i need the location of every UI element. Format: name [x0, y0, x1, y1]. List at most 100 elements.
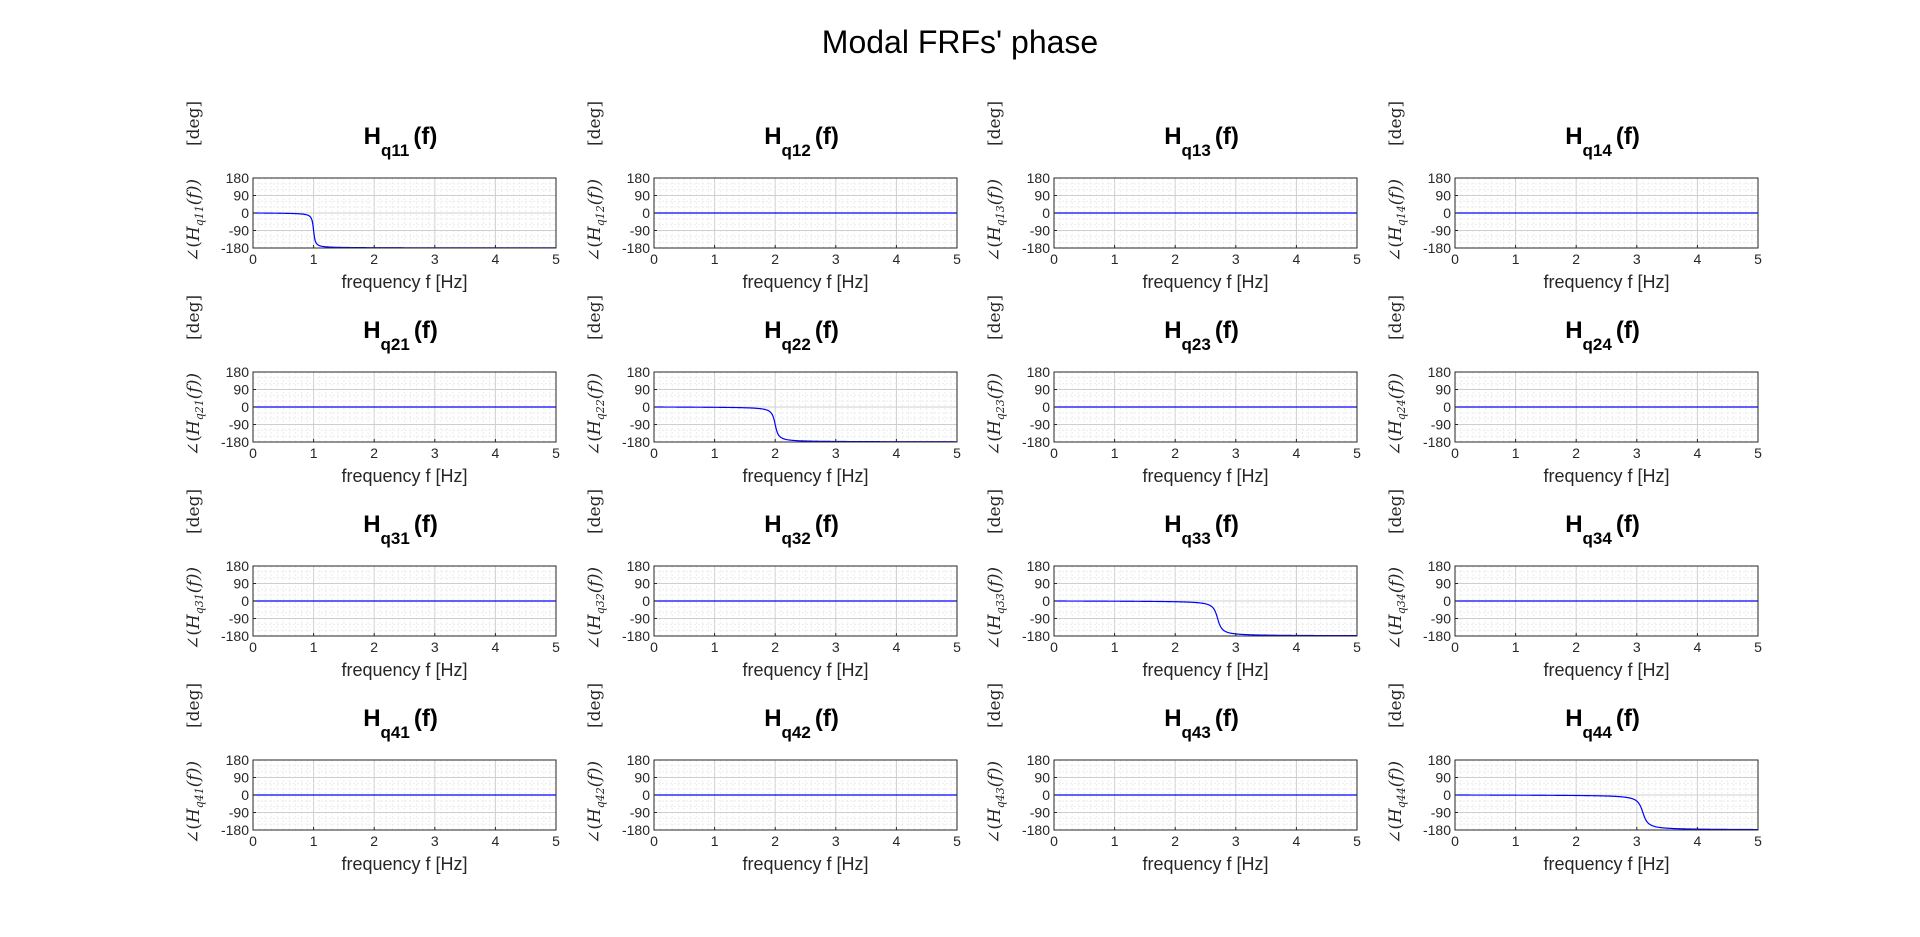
y-tick-label: 180	[1428, 364, 1452, 380]
title-subscript: q34	[1583, 529, 1613, 548]
x-axis-label: frequency f [Hz]	[742, 466, 868, 486]
y-tick-label: 0	[1042, 205, 1050, 221]
x-tick-label: 0	[1451, 445, 1459, 461]
x-tick-label: 0	[249, 445, 257, 461]
x-tick-label: 0	[1451, 833, 1459, 849]
x-axis-label: frequency f [Hz]	[1543, 272, 1669, 292]
y-axis-label-text: ∠(Hq34(f))	[1386, 567, 1408, 650]
y-tick-label: 180	[1428, 558, 1452, 574]
y-axis-unit: [deg]	[985, 101, 1005, 146]
y-axis-label: ∠(Hq34(f)) [deg]	[1386, 489, 1408, 650]
x-tick-label: 1	[310, 251, 318, 267]
x-tick-label: 1	[1512, 445, 1520, 461]
x-tick-label: 3	[832, 639, 840, 655]
x-tick-label: 4	[893, 445, 901, 461]
y-tick-label: 90	[233, 382, 249, 398]
title-subscript: q21	[381, 335, 410, 354]
subplot-title: Hq21(f)	[363, 317, 438, 354]
x-tick-label: 1	[1512, 639, 1520, 655]
y-axis-label: ∠(Hq43(f)) [deg]	[985, 683, 1007, 844]
y-label-f: (f))	[985, 179, 1005, 205]
y-axis-label-text: ∠(Hq21(f))	[184, 373, 206, 456]
x-axis-label: frequency f [Hz]	[1543, 854, 1669, 874]
y-tick-label: -90	[1030, 611, 1050, 627]
y-tick-label: -180	[1423, 822, 1451, 838]
x-tick-label: 1	[711, 639, 719, 655]
y-label-f: (f))	[585, 179, 605, 205]
y-label-subscript: q43	[994, 787, 1007, 808]
title-suffix: (f)	[815, 705, 839, 732]
x-tick-label: 1	[711, 833, 719, 849]
x-axis-label: frequency f [Hz]	[341, 272, 467, 292]
x-tick-label: 5	[953, 639, 961, 655]
title-main: H	[1565, 705, 1582, 732]
y-axis-label-text: ∠(Hq31(f))	[184, 567, 206, 650]
y-axis-unit: [deg]	[585, 295, 605, 340]
title-main: H	[764, 317, 781, 344]
y-tick-label: -180	[221, 240, 249, 256]
x-axis-label: frequency f [Hz]	[1142, 272, 1268, 292]
x-tick-label: 2	[771, 639, 779, 655]
subplot-title: Hq34(f)	[1565, 511, 1640, 548]
title-subscript: q42	[782, 723, 811, 742]
y-label-f: (f))	[585, 373, 605, 399]
y-label-subscript: q12	[594, 205, 607, 226]
y-axis-label: ∠(Hq11(f)) [deg]	[184, 101, 206, 262]
x-tick-label: 5	[953, 445, 961, 461]
x-tick-label: 0	[1050, 445, 1058, 461]
y-tick-label: -90	[630, 611, 650, 627]
x-tick-label: 5	[1353, 833, 1361, 849]
y-axis-label: ∠(Hq13(f)) [deg]	[985, 101, 1007, 262]
y-axis-unit: [deg]	[1386, 683, 1406, 728]
y-label-angle: ∠(	[184, 241, 204, 262]
x-tick-label: 3	[832, 833, 840, 849]
x-tick-label: 5	[1353, 445, 1361, 461]
x-tick-label: 2	[370, 251, 378, 267]
x-tick-label: 2	[1572, 445, 1580, 461]
x-tick-label: 3	[431, 639, 439, 655]
title-suffix: (f)	[413, 123, 437, 150]
y-label-f: (f))	[585, 567, 605, 593]
subplot-title: Hq33(f)	[1164, 511, 1239, 548]
subplot-title: Hq23(f)	[1164, 317, 1239, 354]
y-tick-label: 90	[233, 576, 249, 592]
x-tick-label: 1	[310, 833, 318, 849]
y-axis-unit: [deg]	[184, 101, 204, 146]
y-label-subscript: q24	[1395, 399, 1408, 420]
y-label-f: (f))	[985, 567, 1005, 593]
y-label-H: H	[585, 807, 605, 824]
x-axis-label: frequency f [Hz]	[742, 272, 868, 292]
y-tick-label: 180	[226, 170, 250, 186]
x-tick-label: 3	[431, 445, 439, 461]
x-tick-label: 0	[650, 251, 658, 267]
y-tick-label: 0	[1443, 399, 1451, 415]
title-main: H	[1164, 511, 1181, 538]
subplot-title: Hq41(f)	[363, 705, 438, 742]
y-axis-unit: [deg]	[1386, 489, 1406, 534]
x-tick-label: 3	[1232, 833, 1240, 849]
y-label-H: H	[585, 419, 605, 436]
title-suffix: (f)	[1215, 123, 1239, 150]
y-tick-label: 180	[627, 364, 651, 380]
x-tick-label: 2	[370, 833, 378, 849]
title-suffix: (f)	[414, 705, 438, 732]
x-tick-label: 3	[1633, 639, 1641, 655]
title-main: H	[764, 511, 781, 538]
x-axis-label: frequency f [Hz]	[1543, 466, 1669, 486]
x-tick-label: 4	[1293, 639, 1301, 655]
y-tick-label: -90	[229, 611, 249, 627]
x-tick-label: 0	[1050, 833, 1058, 849]
y-axis-label-text: ∠(Hq44(f))	[1386, 761, 1408, 844]
x-tick-label: 5	[1353, 251, 1361, 267]
title-subscript: q22	[782, 335, 811, 354]
title-subscript: q31	[381, 529, 410, 548]
title-main: H	[1164, 705, 1181, 732]
y-tick-label: 180	[627, 752, 651, 768]
y-tick-label: -180	[622, 240, 650, 256]
x-tick-label: 2	[1572, 639, 1580, 655]
